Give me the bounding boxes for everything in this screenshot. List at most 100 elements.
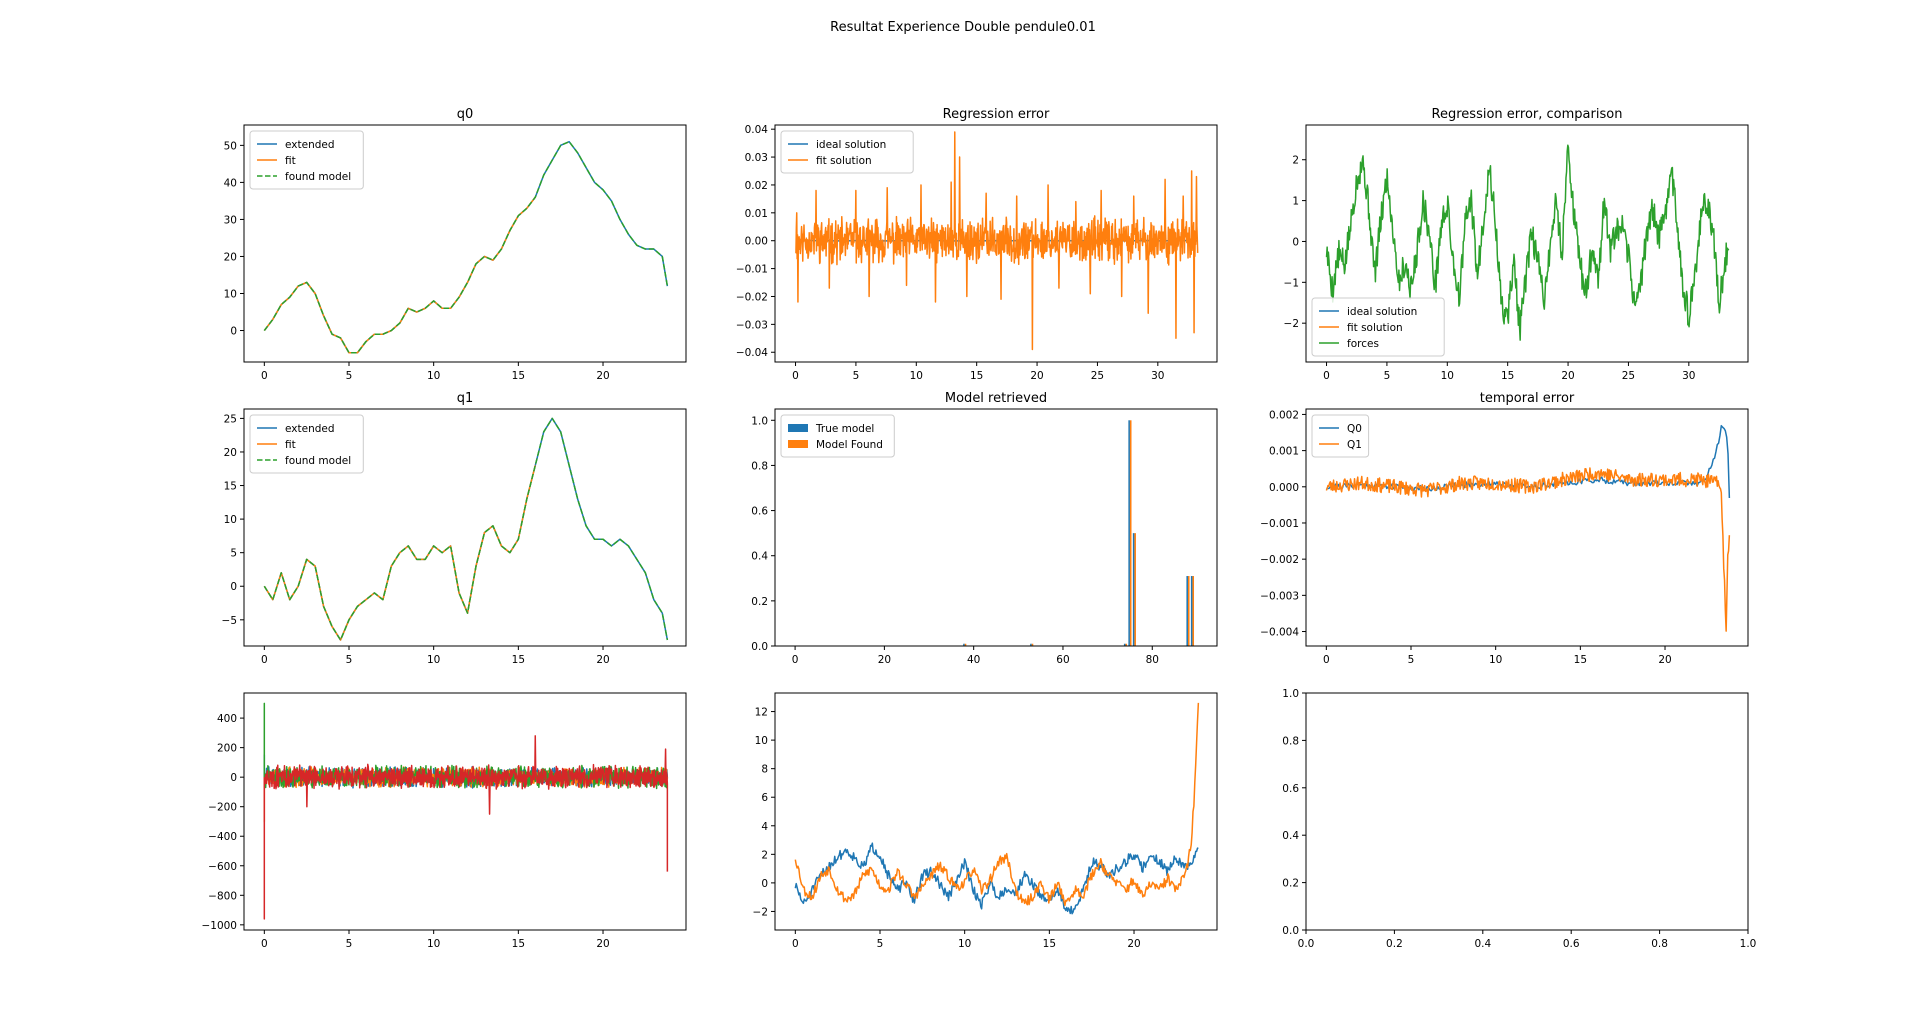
- x-tick-label: 40: [967, 654, 980, 666]
- x-tick-label: 0: [1323, 370, 1330, 382]
- y-tick-label: −0.003: [1260, 590, 1299, 602]
- legend-swatch: [788, 424, 808, 432]
- bar: [1031, 643, 1034, 646]
- subplot-q0: q0 0 5 10 15 20 0 10 20 30 40 50 extended fit found mo…: [224, 107, 687, 382]
- y-tick-label: 25: [224, 413, 237, 425]
- legend: ideal solution fit solution forces: [1311, 297, 1445, 357]
- y-tick-label: 12: [755, 707, 768, 719]
- y-tick-label: 0.8: [1282, 735, 1299, 747]
- y-tick-label: −5: [222, 615, 237, 627]
- y-tick-label: 1.0: [751, 415, 768, 427]
- axes-frame: [243, 692, 687, 931]
- y-tick-label: 0.2: [1282, 878, 1299, 890]
- y-tick-label: 10: [755, 735, 768, 747]
- y-tick-label: 0.6: [751, 506, 768, 518]
- y-tick-label: 0.8: [751, 460, 768, 472]
- x-tick-label: 10: [958, 938, 971, 950]
- x-tick-label: 20: [596, 938, 609, 950]
- legend-entry: True model: [815, 423, 874, 435]
- legend-entry: Q1: [1347, 439, 1362, 451]
- y-tick-label: −0.004: [1260, 627, 1299, 639]
- y-tick-label: 200: [217, 743, 237, 755]
- subplot-title: Model retrieved: [945, 391, 1047, 406]
- plot-area: [794, 702, 1200, 915]
- legend-entry: forces: [1347, 338, 1379, 350]
- y-tick-label: 0.002: [1269, 409, 1299, 421]
- line-series-1: [794, 842, 1199, 915]
- y-tick-label: −0.01: [736, 264, 768, 276]
- y-tick-label: 0.6: [1282, 783, 1299, 795]
- subplot-title: Regression error: [943, 107, 1050, 122]
- subplot-forces4: 0 5 10 15 20 −1000 −800 −600 −400 −200 0 200 400: [201, 692, 687, 950]
- y-tick-label: 0: [230, 772, 237, 784]
- y-tick-label: 0: [230, 581, 237, 593]
- line-series-2: [794, 702, 1200, 907]
- axes-frame: [1305, 124, 1749, 363]
- x-tick-label: 5: [877, 938, 884, 950]
- y-tick-label: 0: [761, 878, 768, 890]
- y-tick-label: 1.0: [1282, 688, 1299, 700]
- x-tick-label: 15: [1501, 370, 1514, 382]
- y-tick-label: 0.0: [751, 641, 768, 653]
- legend-entry: fit: [285, 155, 296, 167]
- legend-entry: ideal solution: [1347, 306, 1417, 318]
- subplot-title: temporal error: [1480, 391, 1575, 406]
- axes-frame: [774, 408, 1218, 647]
- x-tick-label: 0.2: [1386, 938, 1403, 950]
- x-tick-label: 0: [792, 938, 799, 950]
- line-series-4: [263, 735, 669, 920]
- x-tick-label: 10: [427, 654, 440, 666]
- x-tick-label: 15: [1574, 654, 1587, 666]
- x-tick-label: 1.0: [1740, 938, 1757, 950]
- axes-frame: [1305, 408, 1749, 647]
- legend-entry: fit: [285, 439, 296, 451]
- x-tick-label: 5: [1408, 654, 1415, 666]
- legend-entry: extended: [285, 423, 335, 435]
- x-tick-label: 20: [1127, 938, 1140, 950]
- bar: [963, 643, 965, 646]
- legend: True model Model Found: [780, 414, 895, 458]
- y-tick-label: 0.01: [745, 208, 768, 220]
- legend-box: [780, 130, 914, 174]
- y-tick-label: −800: [208, 890, 237, 902]
- x-tick-label: 0: [261, 370, 268, 382]
- line-series-3: [263, 140, 669, 354]
- bar: [964, 643, 967, 646]
- x-tick-label: 5: [346, 654, 353, 666]
- y-tick-label: 0: [1292, 236, 1299, 248]
- x-tick-label: 20: [596, 654, 609, 666]
- subplot-regerr: Regression error 0 5 10 15 20 25 30 −0.04 −0.03 −0…: [736, 107, 1218, 382]
- y-tick-label: −200: [208, 802, 237, 814]
- plot-area: [795, 131, 1199, 351]
- plot-area: [263, 140, 669, 354]
- bar: [1129, 420, 1132, 646]
- subplot-empty: 0.0 0.2 0.4 0.6 0.8 1.0 0.0 0.2 0.4 0.6 0.8 1.0: [1282, 688, 1756, 950]
- bar: [1123, 643, 1126, 646]
- x-tick-label: 0.8: [1651, 938, 1668, 950]
- y-tick-label: −2: [753, 906, 768, 918]
- y-tick-label: 50: [224, 140, 237, 152]
- y-tick-label: −0.02: [736, 291, 768, 303]
- bar: [1192, 576, 1195, 646]
- legend-entry: found model: [285, 171, 351, 183]
- x-tick-label: 0: [261, 654, 268, 666]
- y-tick-label: 2: [761, 849, 768, 861]
- subplot-title: Regression error, comparison: [1432, 107, 1623, 122]
- y-tick-label: 10: [224, 514, 237, 526]
- y-tick-label: 30: [224, 214, 237, 226]
- y-tick-label: 0: [230, 326, 237, 338]
- x-tick-label: 15: [512, 938, 525, 950]
- legend-entry: fit solution: [1347, 322, 1403, 334]
- bar-series-1: [963, 420, 1193, 646]
- y-tick-label: 10: [224, 288, 237, 300]
- axes-frame: [243, 124, 687, 363]
- y-tick-label: −0.002: [1260, 554, 1299, 566]
- x-tick-label: 5: [346, 938, 353, 950]
- y-tick-label: 1: [1292, 196, 1299, 208]
- x-tick-label: 10: [427, 938, 440, 950]
- legend-swatch: [788, 440, 808, 448]
- y-tick-label: 0.00: [745, 236, 768, 248]
- legend: extended fit found model: [249, 414, 364, 474]
